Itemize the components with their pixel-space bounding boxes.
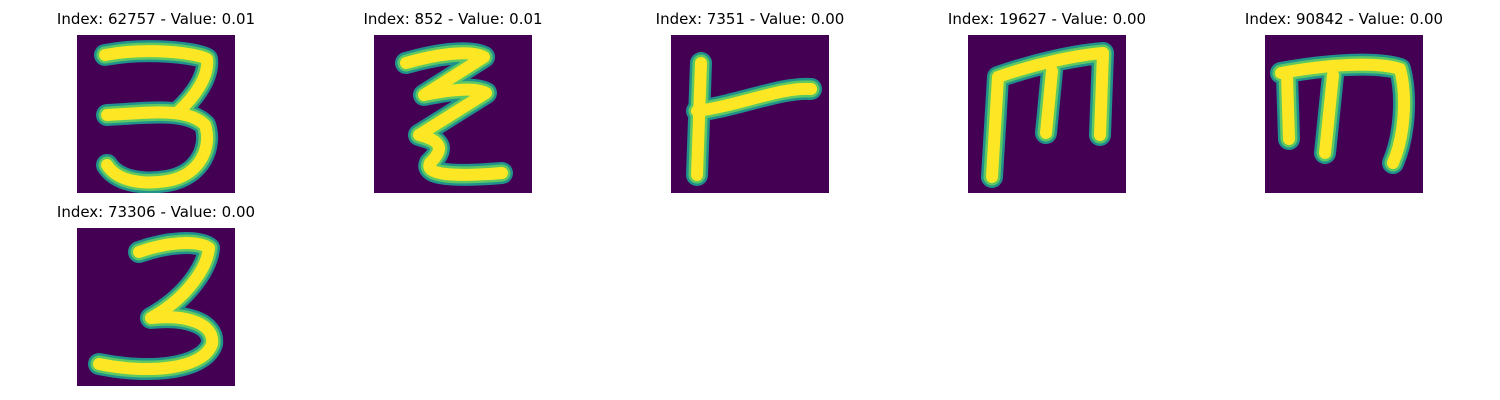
digit-image: [1265, 35, 1423, 193]
image-panel: Index: 62757 - Value: 0.01: [0, 10, 316, 196]
image-panel: Index: 19627 - Value: 0.00: [887, 10, 1207, 196]
digit-image: [77, 228, 235, 386]
panel-title: Index: 90842 - Value: 0.00: [1184, 10, 1500, 28]
panel-title: Index: 7351 - Value: 0.00: [590, 10, 910, 28]
panel-title: Index: 62757 - Value: 0.01: [0, 10, 316, 28]
image-panel: Index: 73306 - Value: 0.00: [0, 203, 316, 389]
panel-title: Index: 73306 - Value: 0.00: [0, 203, 316, 221]
image-panel: Index: 7351 - Value: 0.00: [590, 10, 910, 196]
digit-image: [77, 35, 235, 193]
digit-image: [374, 35, 532, 193]
image-panel: Index: 852 - Value: 0.01: [293, 10, 613, 196]
image-panel: Index: 90842 - Value: 0.00: [1184, 10, 1500, 196]
panel-title: Index: 852 - Value: 0.01: [293, 10, 613, 28]
panel-title: Index: 19627 - Value: 0.00: [887, 10, 1207, 28]
digit-image: [671, 35, 829, 193]
digit-image: [968, 35, 1126, 193]
